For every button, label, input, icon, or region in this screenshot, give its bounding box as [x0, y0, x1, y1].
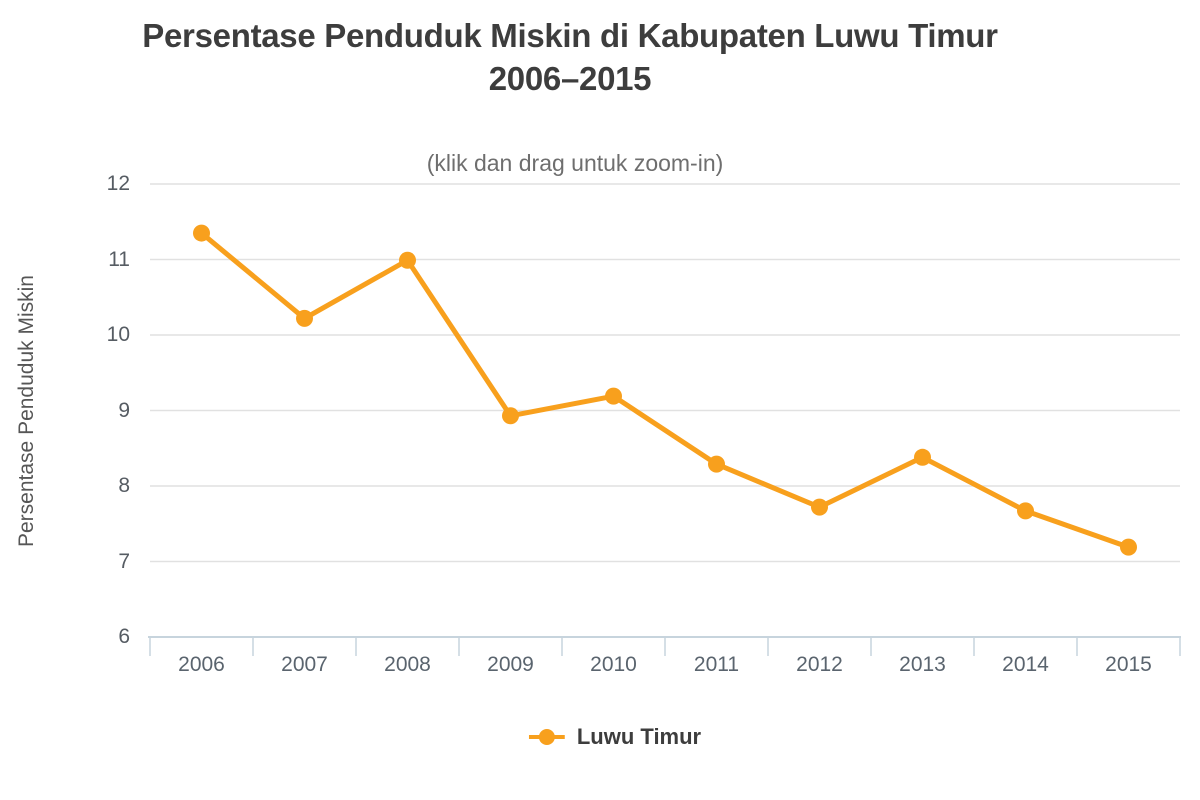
x-axis-label: 2014 — [1002, 653, 1049, 676]
series-group — [150, 184, 1180, 637]
data-point-marker[interactable] — [399, 251, 416, 269]
legend-label: Luwu Timur — [576, 724, 702, 749]
series-line-luwu-timur — [199, 230, 1131, 550]
legend-item-luwu-timur[interactable]: Luwu Timur — [528, 724, 702, 750]
y-axis-label: 7 — [118, 549, 130, 573]
data-point-marker[interactable] — [1120, 538, 1137, 556]
data-point-marker[interactable] — [502, 407, 519, 425]
x-axis-label: 2007 — [281, 653, 328, 676]
data-point-marker[interactable] — [193, 224, 210, 242]
data-point-marker[interactable] — [1017, 502, 1034, 520]
x-axis-label: 2010 — [590, 653, 637, 676]
y-axis-label: 8 — [118, 474, 130, 497]
x-axis-label: 2012 — [796, 653, 843, 676]
chart-title: Persentase Penduduk Miskin di Kabupaten … — [0, 14, 1140, 100]
chart-title-line2: 2006–2015 — [488, 60, 652, 97]
plot-area-zoom-region[interactable] — [150, 184, 1180, 637]
y-axis-label: 6 — [118, 625, 130, 648]
y-axis-label: 11 — [108, 247, 130, 271]
y-axis-label: 12 — [106, 172, 130, 195]
y-axis-label: 9 — [118, 398, 130, 422]
x-axis-label: 2009 — [487, 653, 534, 676]
legend-line-marker-icon — [528, 729, 565, 745]
chart-subtitle: (klik dan drag untuk zoom-in) — [426, 150, 724, 176]
data-point-marker[interactable] — [605, 387, 622, 405]
chart-title-line1: Persentase Penduduk Miskin di Kabupaten … — [142, 17, 998, 54]
x-axis-label: 2015 — [1105, 653, 1152, 676]
axes — [148, 636, 1181, 656]
data-point-marker[interactable] — [296, 309, 313, 327]
data-point-marker[interactable] — [914, 448, 931, 466]
x-axis-label: 2006 — [178, 653, 225, 676]
x-axis-label: 2011 — [693, 653, 740, 676]
x-axis-label: 2013 — [899, 653, 946, 676]
data-point-marker[interactable] — [811, 498, 828, 516]
gridlines — [150, 183, 1180, 563]
data-point-marker[interactable] — [708, 455, 725, 473]
x-axis-label: 2008 — [384, 653, 431, 676]
y-axis-label: 10 — [106, 323, 130, 346]
